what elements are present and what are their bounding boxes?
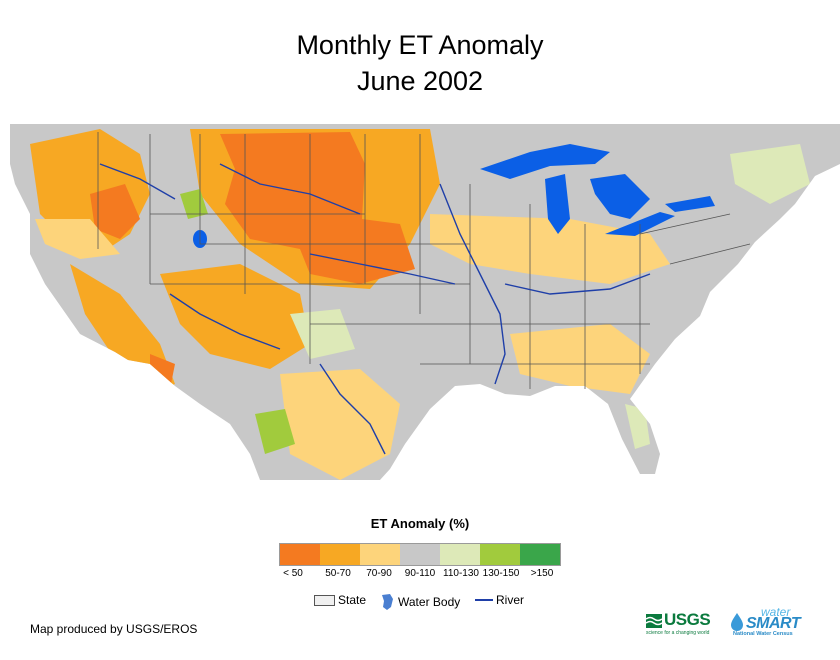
legend-swatch-gt150: [520, 544, 560, 565]
lake-huron: [590, 174, 650, 219]
oregon-mild-dry-region: [35, 219, 120, 259]
lake-ontario: [665, 196, 715, 212]
et-anomaly-map: [10, 124, 840, 480]
legend-key-state: State: [314, 593, 366, 607]
legend-class-labels: < 50 50-70 70-90 90-110 110-130 130-150 …: [279, 568, 563, 582]
idaho-wet-patch: [180, 189, 208, 219]
map-credit: Map produced by USGS/EROS: [30, 622, 198, 636]
watersmart-logo: water SMART National Water Census: [726, 605, 816, 638]
legend-key-river-label: River: [496, 593, 525, 607]
map-title-line2: June 2002: [356, 66, 484, 96]
legend-key-water-body-label: Water Body: [398, 595, 461, 609]
legend-swatch-70-90: [360, 544, 400, 565]
northeast-wet-patch: [730, 144, 810, 204]
lake-superior: [480, 144, 610, 179]
legend-swatch-50-70: [320, 544, 360, 565]
water-body-symbol-icon: [382, 594, 393, 610]
watersmart-top-word: water: [761, 605, 791, 619]
legend-key-state-label: State: [338, 593, 367, 607]
midwest-mild-dry-region: [430, 214, 670, 284]
lake-michigan: [545, 174, 570, 234]
legend-swatch-130-150: [480, 544, 520, 565]
usgs-logo: USGS science for a changing world: [646, 610, 722, 638]
state-boundaries: [97, 132, 751, 389]
southeast-mild-dry-region: [510, 324, 650, 394]
legend-swatch-lt50: [280, 544, 320, 565]
map-title-line1: Monthly ET Anomaly: [296, 30, 544, 60]
water-drop-icon: [731, 613, 743, 631]
watersmart-tagline: National Water Census: [733, 631, 793, 637]
northern-plains-core-dry-region: [220, 132, 415, 284]
usgs-wave-icon: [646, 614, 663, 628]
river-network: [99, 163, 651, 455]
legend-label-gt150: >150: [530, 568, 554, 579]
nevada-core-dry-patch: [90, 184, 140, 239]
legend-swatch-90-110: [400, 544, 440, 565]
usgs-wordmark: USGS: [664, 610, 711, 629]
legend-label-70-90: 70-90: [366, 568, 392, 579]
watersmart-main-word: SMART: [746, 615, 801, 632]
legend-title: ET Anomaly (%): [370, 516, 470, 531]
legend-key-water-body: Water Body: [378, 593, 460, 611]
california-dry-region: [70, 264, 175, 394]
legend-label-110-130: 110-130: [443, 568, 479, 579]
texas-wet-patch: [255, 409, 295, 454]
legend-key-river: River: [475, 593, 524, 607]
legend-color-ramp: [279, 543, 561, 566]
new-mexico-wet-patch: [290, 309, 355, 359]
river-symbol-icon: [475, 599, 493, 601]
usgs-tagline: science for a changing world: [646, 630, 710, 636]
legend-swatch-110-130: [440, 544, 480, 565]
legend-label-lt50: < 50: [283, 568, 303, 579]
legend-label-90-110: 90-110: [404, 568, 436, 579]
legend-label-50-70: 50-70: [325, 568, 351, 579]
state-symbol-icon: [314, 594, 335, 606]
texas-mild-dry-region: [280, 369, 400, 480]
legend-label-130-150: 130-150: [482, 568, 520, 579]
great-basin-dry-region: [160, 264, 310, 369]
